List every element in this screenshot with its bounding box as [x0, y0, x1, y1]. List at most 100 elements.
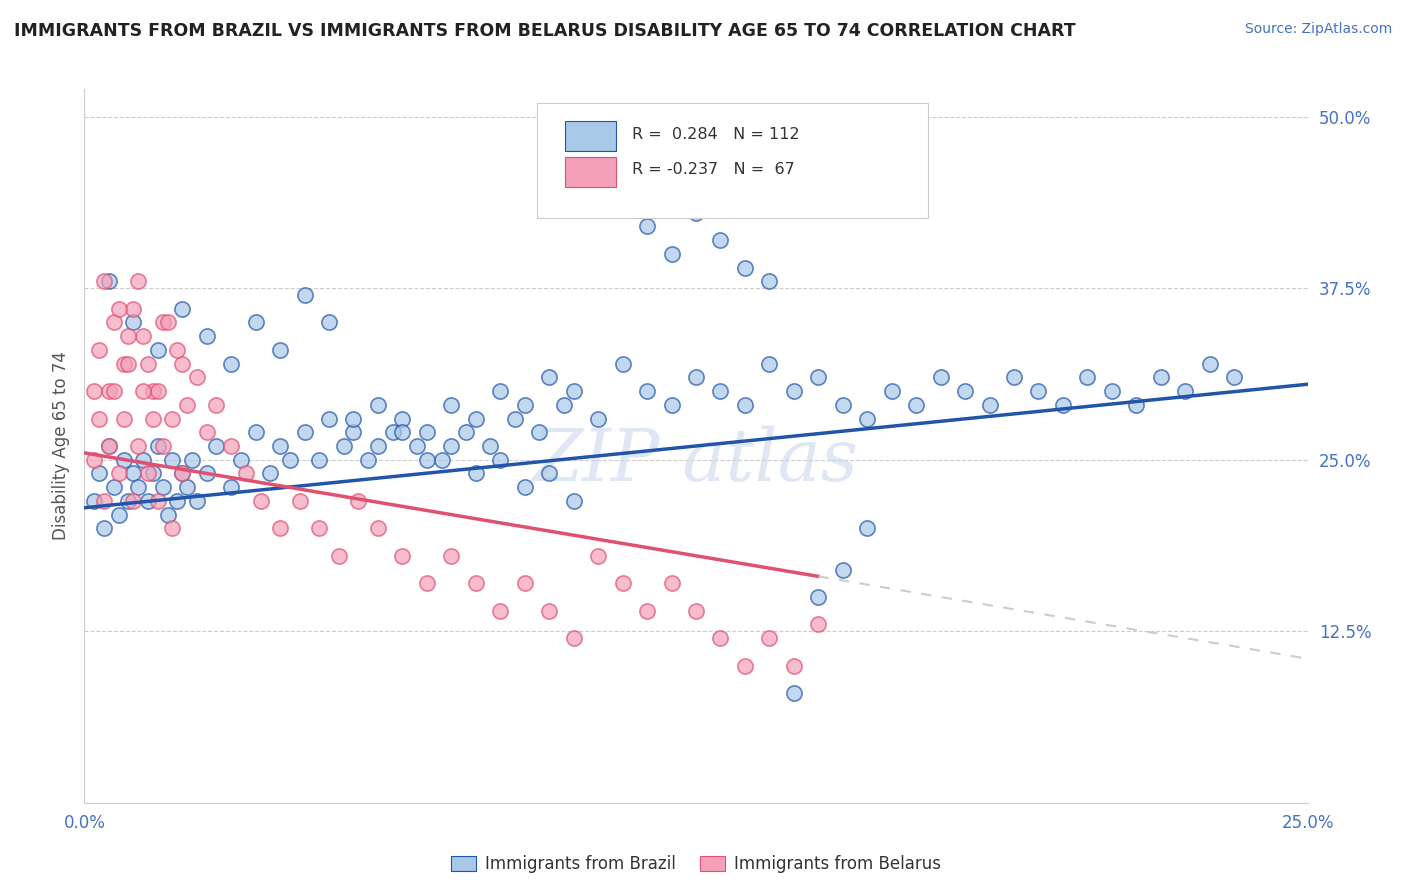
Point	[308, 452, 330, 467]
Point	[181, 452, 204, 467]
Point	[117, 494, 139, 508]
Point	[136, 357, 159, 371]
Point	[357, 452, 380, 467]
Point	[152, 439, 174, 453]
Point	[661, 247, 683, 261]
Point	[87, 411, 110, 425]
Point	[538, 370, 561, 384]
Point	[162, 411, 184, 425]
Point	[758, 274, 780, 288]
Point	[562, 631, 585, 645]
Point	[162, 452, 184, 467]
Point	[391, 411, 413, 425]
Point	[586, 192, 609, 206]
Point	[513, 576, 536, 591]
Point	[127, 480, 149, 494]
Point	[406, 439, 429, 453]
Point	[205, 439, 228, 453]
Point	[112, 411, 135, 425]
Point	[97, 384, 120, 398]
Point	[489, 384, 512, 398]
Point	[416, 576, 439, 591]
Point	[259, 467, 281, 481]
Point	[87, 343, 110, 357]
Point	[269, 521, 291, 535]
Point	[391, 549, 413, 563]
Text: R = -0.237   N =  67: R = -0.237 N = 67	[633, 162, 796, 178]
Y-axis label: Disability Age 65 to 74: Disability Age 65 to 74	[52, 351, 70, 541]
Point	[979, 398, 1001, 412]
Point	[162, 521, 184, 535]
Point	[186, 370, 208, 384]
Point	[758, 631, 780, 645]
Point	[132, 329, 155, 343]
Point	[107, 508, 129, 522]
Point	[464, 576, 486, 591]
Point	[381, 425, 404, 440]
Point	[880, 384, 903, 398]
Point	[142, 384, 165, 398]
Point	[97, 439, 120, 453]
Point	[612, 357, 634, 371]
Point	[186, 494, 208, 508]
Point	[318, 411, 340, 425]
Point	[166, 343, 188, 357]
Point	[347, 494, 370, 508]
Point	[172, 357, 194, 371]
Point	[367, 439, 389, 453]
Point	[308, 521, 330, 535]
Point	[176, 398, 198, 412]
Text: Source: ZipAtlas.com: Source: ZipAtlas.com	[1244, 22, 1392, 37]
Point	[122, 301, 145, 316]
Point	[245, 425, 267, 440]
Point	[278, 452, 301, 467]
Point	[156, 316, 179, 330]
Point	[636, 604, 658, 618]
Point	[219, 357, 242, 371]
Point	[807, 370, 830, 384]
Point	[905, 398, 928, 412]
Point	[103, 480, 125, 494]
Point	[464, 411, 486, 425]
Point	[783, 384, 806, 398]
Point	[122, 494, 145, 508]
Point	[636, 219, 658, 234]
Text: ZIP atlas: ZIP atlas	[533, 425, 859, 496]
Text: IMMIGRANTS FROM BRAZIL VS IMMIGRANTS FROM BELARUS DISABILITY AGE 65 TO 74 CORREL: IMMIGRANTS FROM BRAZIL VS IMMIGRANTS FRO…	[14, 22, 1076, 40]
Point	[245, 316, 267, 330]
Point	[269, 439, 291, 453]
Point	[856, 521, 879, 535]
Point	[807, 617, 830, 632]
Point	[112, 357, 135, 371]
Point	[586, 411, 609, 425]
Point	[146, 494, 169, 508]
Point	[127, 439, 149, 453]
Point	[146, 439, 169, 453]
Point	[235, 467, 257, 481]
Point	[1052, 398, 1074, 412]
Point	[734, 658, 756, 673]
Point	[636, 384, 658, 398]
Point	[391, 425, 413, 440]
Point	[205, 398, 228, 412]
Point	[117, 329, 139, 343]
Point	[195, 425, 218, 440]
Point	[416, 452, 439, 467]
Point	[83, 494, 105, 508]
Point	[83, 384, 105, 398]
Point	[929, 370, 952, 384]
Point	[783, 658, 806, 673]
Point	[661, 576, 683, 591]
Point	[152, 480, 174, 494]
Point	[1198, 357, 1220, 371]
Point	[195, 329, 218, 343]
Point	[132, 452, 155, 467]
Point	[103, 316, 125, 330]
Point	[562, 384, 585, 398]
Point	[856, 411, 879, 425]
Point	[195, 467, 218, 481]
Point	[479, 439, 502, 453]
Point	[117, 357, 139, 371]
Point	[612, 164, 634, 178]
Point	[122, 316, 145, 330]
